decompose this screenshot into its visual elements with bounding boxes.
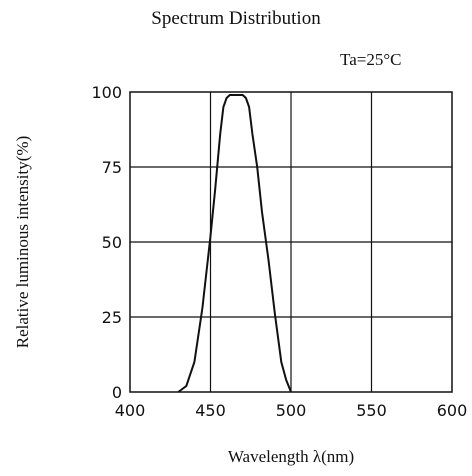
x-tick-label: 550 — [356, 401, 387, 420]
x-tick-label: 500 — [276, 401, 307, 420]
y-tick-labels: 0 25 50 75 100 — [91, 83, 122, 402]
y-tick-label: 25 — [102, 308, 122, 327]
y-axis-label: Relative luminous intensity(%) — [13, 136, 32, 348]
x-tick-labels: 400 450 500 550 600 — [115, 401, 468, 420]
x-tick-label: 400 — [115, 401, 146, 420]
y-tick-label: 75 — [102, 158, 122, 177]
y-tick-label: 100 — [91, 83, 122, 102]
y-tick-label: 0 — [112, 383, 122, 402]
x-axis-label: Wavelength λ(nm) — [228, 447, 354, 466]
x-tick-label: 600 — [437, 401, 468, 420]
chart-title: Spectrum Distribution — [151, 8, 321, 29]
x-tick-label: 450 — [195, 401, 226, 420]
grid — [130, 92, 452, 392]
y-tick-label: 50 — [102, 233, 122, 252]
spectrum-curve — [177, 94, 292, 393]
temperature-condition: Ta=25°C — [340, 50, 402, 69]
